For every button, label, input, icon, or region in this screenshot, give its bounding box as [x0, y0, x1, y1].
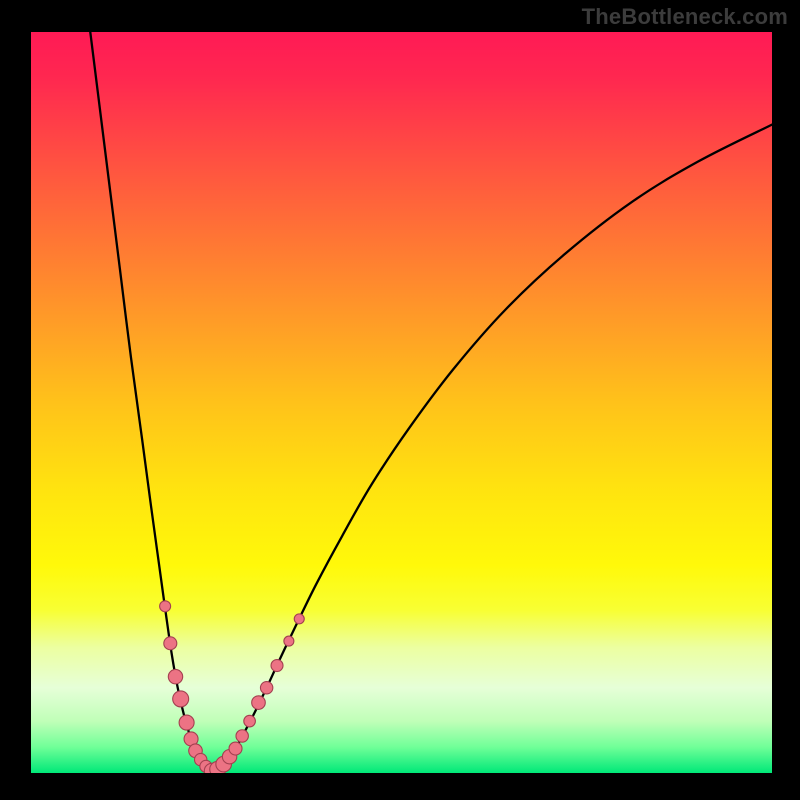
- data-marker: [229, 742, 242, 755]
- data-marker: [284, 636, 294, 646]
- data-marker: [294, 614, 304, 624]
- data-marker: [179, 715, 194, 730]
- data-marker: [168, 669, 182, 683]
- data-marker: [236, 730, 248, 742]
- watermark-text: TheBottleneck.com: [582, 4, 788, 30]
- gradient-background: [31, 32, 772, 773]
- data-marker: [173, 691, 189, 707]
- data-marker: [252, 696, 266, 710]
- data-marker: [160, 601, 171, 612]
- data-marker: [260, 682, 272, 694]
- plot-area: [31, 32, 772, 773]
- data-marker: [164, 637, 177, 650]
- data-marker: [271, 660, 283, 672]
- plot-svg: [31, 32, 772, 773]
- data-marker: [244, 715, 256, 727]
